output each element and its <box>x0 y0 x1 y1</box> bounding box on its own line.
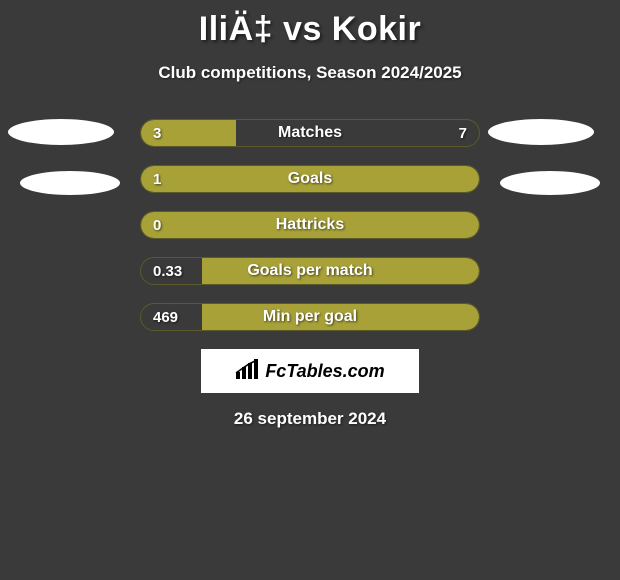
logo-text: FcTables.com <box>265 361 384 382</box>
stat-label: Matches <box>141 120 479 146</box>
logo-box: FcTables.com <box>201 349 419 393</box>
stat-label: Min per goal <box>141 304 479 330</box>
comparison-chart: 37Matches 1Goals 0Hattricks 0.33Goals per m… <box>0 119 620 331</box>
stat-row: 0Hattricks <box>140 211 480 239</box>
player-badge-ellipse <box>20 171 120 195</box>
stat-row: 469Min per goal <box>140 303 480 331</box>
player-badge-ellipse <box>488 119 594 145</box>
stat-label: Goals <box>141 166 479 192</box>
player-badge-ellipse <box>500 171 600 195</box>
footer-date: 26 september 2024 <box>0 409 620 429</box>
stat-label: Hattricks <box>141 212 479 238</box>
player-badge-ellipse <box>8 119 114 145</box>
page-title: IliÄ‡ vs Kokir <box>0 0 620 49</box>
chart-bars-icon <box>235 358 261 385</box>
stat-label: Goals per match <box>141 258 479 284</box>
stat-row: 0.33Goals per match <box>140 257 480 285</box>
stat-row: 1Goals <box>140 165 480 193</box>
page-subtitle: Club competitions, Season 2024/2025 <box>0 63 620 83</box>
stat-row: 37Matches <box>140 119 480 147</box>
